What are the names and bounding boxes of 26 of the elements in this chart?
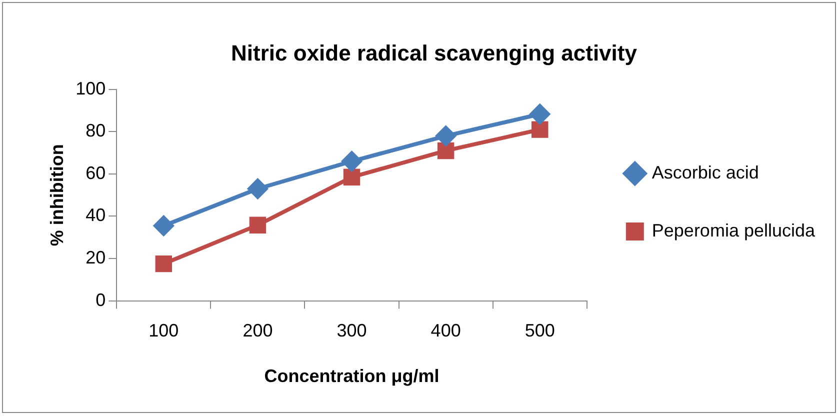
x-tick-label: 300: [336, 320, 367, 341]
legend-label: Peperomia pellucida: [652, 220, 816, 240]
point: [155, 255, 172, 272]
y-tick-label: 40: [86, 205, 106, 226]
chart-title: Nitric oxide radical scavenging activity: [231, 40, 638, 66]
y-tick-label: 20: [86, 247, 106, 268]
point: [343, 168, 360, 186]
point: [530, 104, 550, 124]
x-axis-title: Concentration μg/ml: [264, 366, 440, 386]
x-tick-label: 200: [242, 320, 273, 341]
point: [436, 126, 456, 146]
point: [532, 121, 548, 138]
point: [248, 178, 268, 199]
point: [342, 151, 362, 172]
y-axis-title: % inhibition: [46, 144, 67, 246]
point: [437, 142, 454, 160]
legend-label: Ascorbic acid: [652, 162, 759, 182]
y-tick-label: 100: [76, 78, 106, 98]
x-tick-label: 400: [430, 320, 461, 341]
y-tick-label: 80: [86, 120, 106, 141]
point: [154, 216, 174, 236]
point: [249, 216, 266, 234]
x-tick-label: 500: [524, 320, 555, 341]
x-tick-label: 100: [148, 320, 179, 341]
y-tick-label: 0: [96, 290, 106, 310]
y-tick-label: 60: [86, 162, 106, 183]
